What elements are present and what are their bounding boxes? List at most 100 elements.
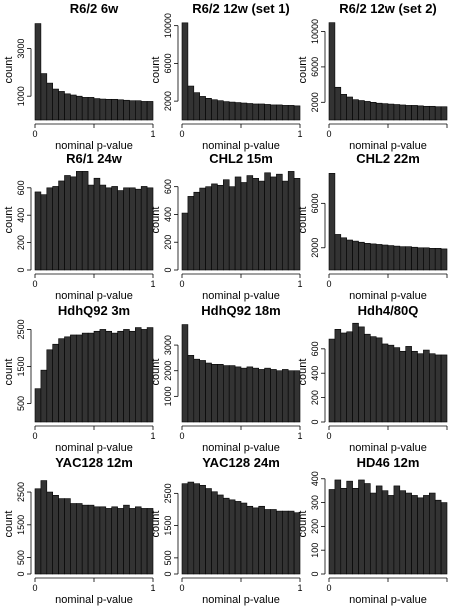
histogram-bar — [135, 100, 142, 121]
x-tick-label: 0 — [32, 129, 37, 139]
histogram-bar — [46, 491, 53, 575]
histogram-bar — [205, 98, 212, 121]
histogram-bar — [70, 334, 77, 423]
histogram-bar — [223, 101, 230, 121]
histogram-bar — [205, 488, 212, 575]
histogram-bar — [187, 481, 195, 575]
x-axis-label: nominal p-value — [349, 290, 427, 302]
histogram-bar — [252, 103, 260, 121]
histogram-bar — [440, 248, 448, 271]
histogram-bar — [434, 354, 442, 423]
histogram-bar — [58, 498, 65, 575]
y-axis-label: count — [150, 359, 162, 386]
y-axis-label: count — [297, 359, 309, 386]
histogram-bar — [369, 243, 377, 271]
histogram-bar — [393, 245, 401, 271]
x-tick-label: 1 — [297, 279, 302, 289]
histogram-bar — [99, 184, 107, 271]
histogram-bar — [46, 349, 53, 423]
histogram-bar — [393, 104, 401, 121]
y-tick-label: 1500 — [16, 515, 26, 535]
histogram-bar — [40, 73, 48, 121]
histogram-bar — [276, 510, 283, 575]
histogram-bar — [64, 336, 71, 423]
histogram-bar — [70, 94, 77, 121]
histogram-bar — [146, 187, 154, 271]
histogram-bar — [211, 364, 218, 423]
histogram-bar — [87, 504, 95, 575]
histogram-bar — [287, 510, 295, 575]
histogram-bar — [34, 388, 42, 423]
histogram-bar — [346, 239, 353, 271]
histogram-bar — [93, 98, 101, 121]
histogram-bar — [223, 365, 230, 423]
histogram-bar — [399, 350, 406, 423]
histogram-bar — [340, 332, 347, 423]
histogram-bar — [440, 354, 448, 423]
y-tick-label: 600 — [310, 341, 320, 356]
histogram-bar — [246, 505, 254, 575]
panel-title: R6/2 12w (set 2) — [339, 1, 437, 16]
histogram-panel: YAC128 24m 0 1 nominal p-value 0 500 1500 2500c… — [150, 455, 303, 606]
histogram-bar — [405, 346, 412, 423]
histogram-bar — [393, 347, 401, 423]
y-tick-label: 400 — [16, 208, 26, 223]
x-tick-label: 0 — [179, 129, 184, 139]
histogram-bar — [87, 184, 95, 271]
y-tick-label: 6000 — [310, 193, 320, 213]
x-tick-label: 0 — [326, 431, 331, 441]
histogram-bar — [270, 509, 277, 575]
x-axis-label: nominal p-value — [349, 140, 427, 152]
y-axis-label: count — [150, 511, 162, 538]
histogram-bar — [199, 96, 206, 121]
histogram-bar — [387, 344, 395, 423]
histogram-bar — [129, 508, 136, 575]
y-tick-label: 500 — [16, 550, 26, 565]
histogram-bar — [70, 503, 77, 575]
histogram-bar — [369, 102, 377, 121]
x-tick-label: 0 — [32, 583, 37, 593]
histogram-bar — [328, 22, 336, 121]
x-tick-label: 0 — [32, 431, 37, 441]
histogram-bar — [52, 343, 59, 423]
y-axis-label: count — [150, 207, 162, 234]
histogram-panel: YAC128 12m 0 1 nominal p-value 0 500 1500 2500c… — [3, 455, 156, 606]
histogram-panel: R6/2 12w (set 2) 0 nominal p-value 2000 6000… — [297, 1, 448, 152]
x-axis-label: nominal p-value — [202, 594, 280, 606]
histogram-bar — [328, 489, 336, 575]
histogram-bar — [417, 105, 424, 121]
histogram-bar — [423, 349, 430, 423]
histogram-bar — [399, 104, 406, 121]
histogram-bar — [434, 106, 442, 121]
y-tick-label: 6000 — [163, 53, 173, 73]
y-axis-label: count — [297, 207, 309, 234]
histogram-bar — [111, 506, 118, 575]
histogram-bar — [417, 497, 424, 575]
histogram-bar — [99, 329, 107, 423]
histogram-bar — [217, 364, 224, 423]
histogram-bar — [364, 483, 371, 575]
histogram-bar — [258, 369, 265, 423]
histogram-bar — [234, 176, 242, 271]
histogram-bar — [64, 498, 71, 575]
x-tick-label: 0 — [326, 279, 331, 289]
histogram-bar — [369, 492, 377, 575]
y-tick-label: 1000 — [16, 86, 26, 106]
histogram-bar — [281, 369, 289, 423]
histogram-bar — [428, 492, 436, 575]
histogram-bar — [117, 330, 124, 423]
histogram-bar — [81, 504, 89, 575]
histogram-bar — [428, 353, 436, 423]
panel-title: R6/2 6w — [70, 1, 119, 16]
histogram-bar — [346, 480, 353, 575]
panel-title: HdhQ92 18m — [201, 303, 280, 318]
histogram-bar — [423, 105, 430, 121]
histogram-bar — [270, 369, 277, 423]
histogram-bar — [393, 485, 401, 575]
histogram-panel: R6/2 12w (set 1) 0 1 nominal p-value 2000 600… — [150, 1, 303, 152]
histogram-bar — [340, 237, 347, 271]
y-tick-label: 1500 — [16, 356, 26, 376]
histogram-panel: HdhQ92 18m 0 1 nominal p-value 1000 2000 3000c… — [150, 303, 303, 454]
histogram-bar — [364, 243, 371, 271]
histogram-bar — [264, 104, 271, 121]
